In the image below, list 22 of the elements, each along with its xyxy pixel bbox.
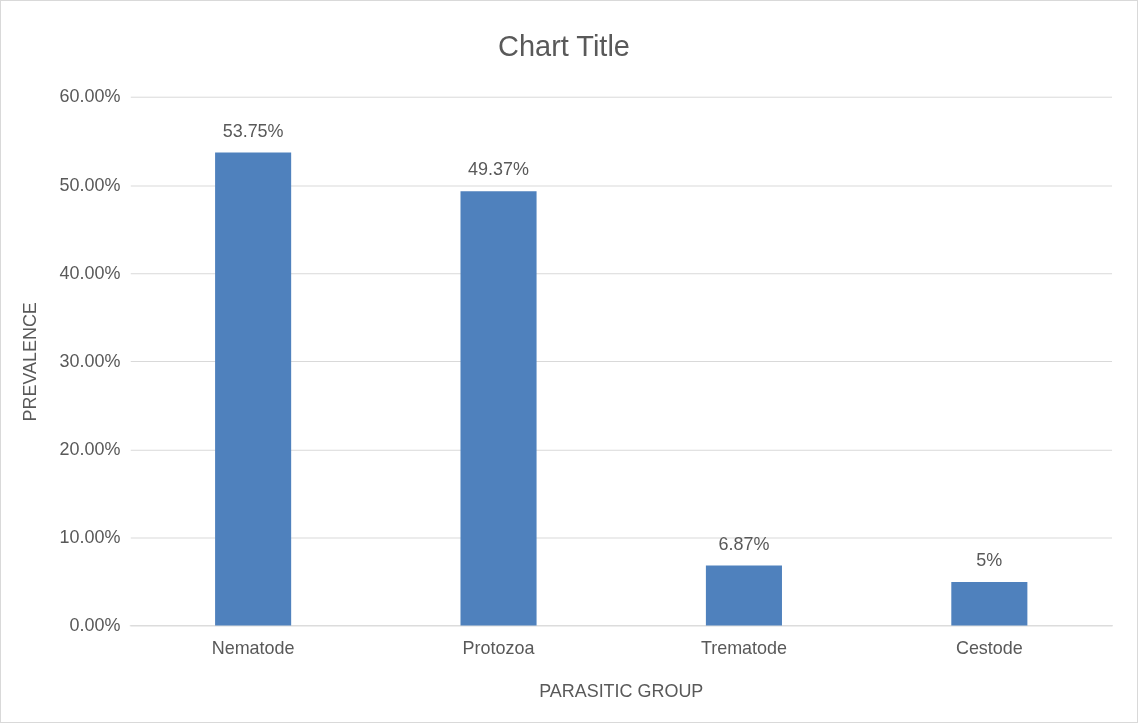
x-tick-label: Trematode [700,637,788,658]
y-axis-title: PREVALENCE [19,302,40,422]
y-tick-label: 0.00% [69,615,121,636]
y-tick-label: 30.00% [59,350,121,371]
x-tick-label: Protozoa [462,637,535,658]
data-label: 49.37% [468,159,530,180]
bar [215,152,292,626]
y-tick-label: 10.00% [59,526,121,547]
data-label: 5% [976,550,1003,571]
bar [705,565,782,626]
y-tick-label: 50.00% [59,174,121,195]
y-tick-label: 40.00% [59,262,121,283]
data-label: 53.75% [222,120,284,141]
bar [460,191,537,626]
bar [951,582,1028,626]
x-tick-label: Cestode [955,637,1023,658]
y-tick-label: 20.00% [59,438,121,459]
y-tick-label: 60.00% [59,86,121,107]
x-tick-label: Nematode [211,637,295,658]
chart-title: Chart Title [498,30,630,63]
data-label: 6.87% [718,533,770,554]
x-axis-title: PARASITIC GROUP [539,681,704,702]
